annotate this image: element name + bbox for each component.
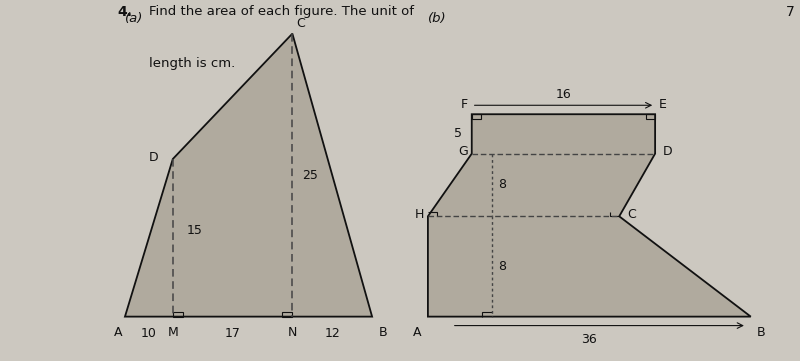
Text: A: A [413, 326, 422, 339]
Text: B: B [757, 326, 766, 339]
Text: B: B [378, 326, 387, 339]
Text: Find the area of each figure. The unit of: Find the area of each figure. The unit o… [149, 5, 414, 18]
Polygon shape [125, 34, 372, 317]
Text: D: D [663, 145, 673, 158]
Text: D: D [149, 151, 158, 164]
Text: (a): (a) [125, 12, 143, 25]
Text: 17: 17 [225, 327, 241, 340]
Text: length is cm.: length is cm. [149, 57, 235, 70]
Text: 5: 5 [454, 127, 462, 140]
Text: G: G [458, 145, 468, 158]
Text: H: H [414, 208, 424, 221]
Polygon shape [428, 114, 750, 317]
Text: A: A [114, 326, 123, 339]
Text: 36: 36 [582, 333, 598, 346]
Text: 12: 12 [324, 327, 340, 340]
Text: C: C [627, 208, 636, 221]
Text: 25: 25 [302, 169, 318, 182]
Text: N: N [288, 326, 297, 339]
Text: 8: 8 [498, 260, 506, 273]
Text: 15: 15 [187, 224, 203, 237]
Text: F: F [461, 97, 468, 111]
Text: E: E [659, 97, 667, 111]
Text: 4.: 4. [117, 5, 132, 19]
Text: 10: 10 [141, 327, 157, 340]
Text: 7: 7 [786, 5, 794, 19]
Text: C: C [296, 17, 305, 30]
Text: M: M [167, 326, 178, 339]
Text: 8: 8 [498, 178, 506, 191]
Text: 16: 16 [555, 88, 571, 101]
Text: (b): (b) [428, 12, 446, 25]
